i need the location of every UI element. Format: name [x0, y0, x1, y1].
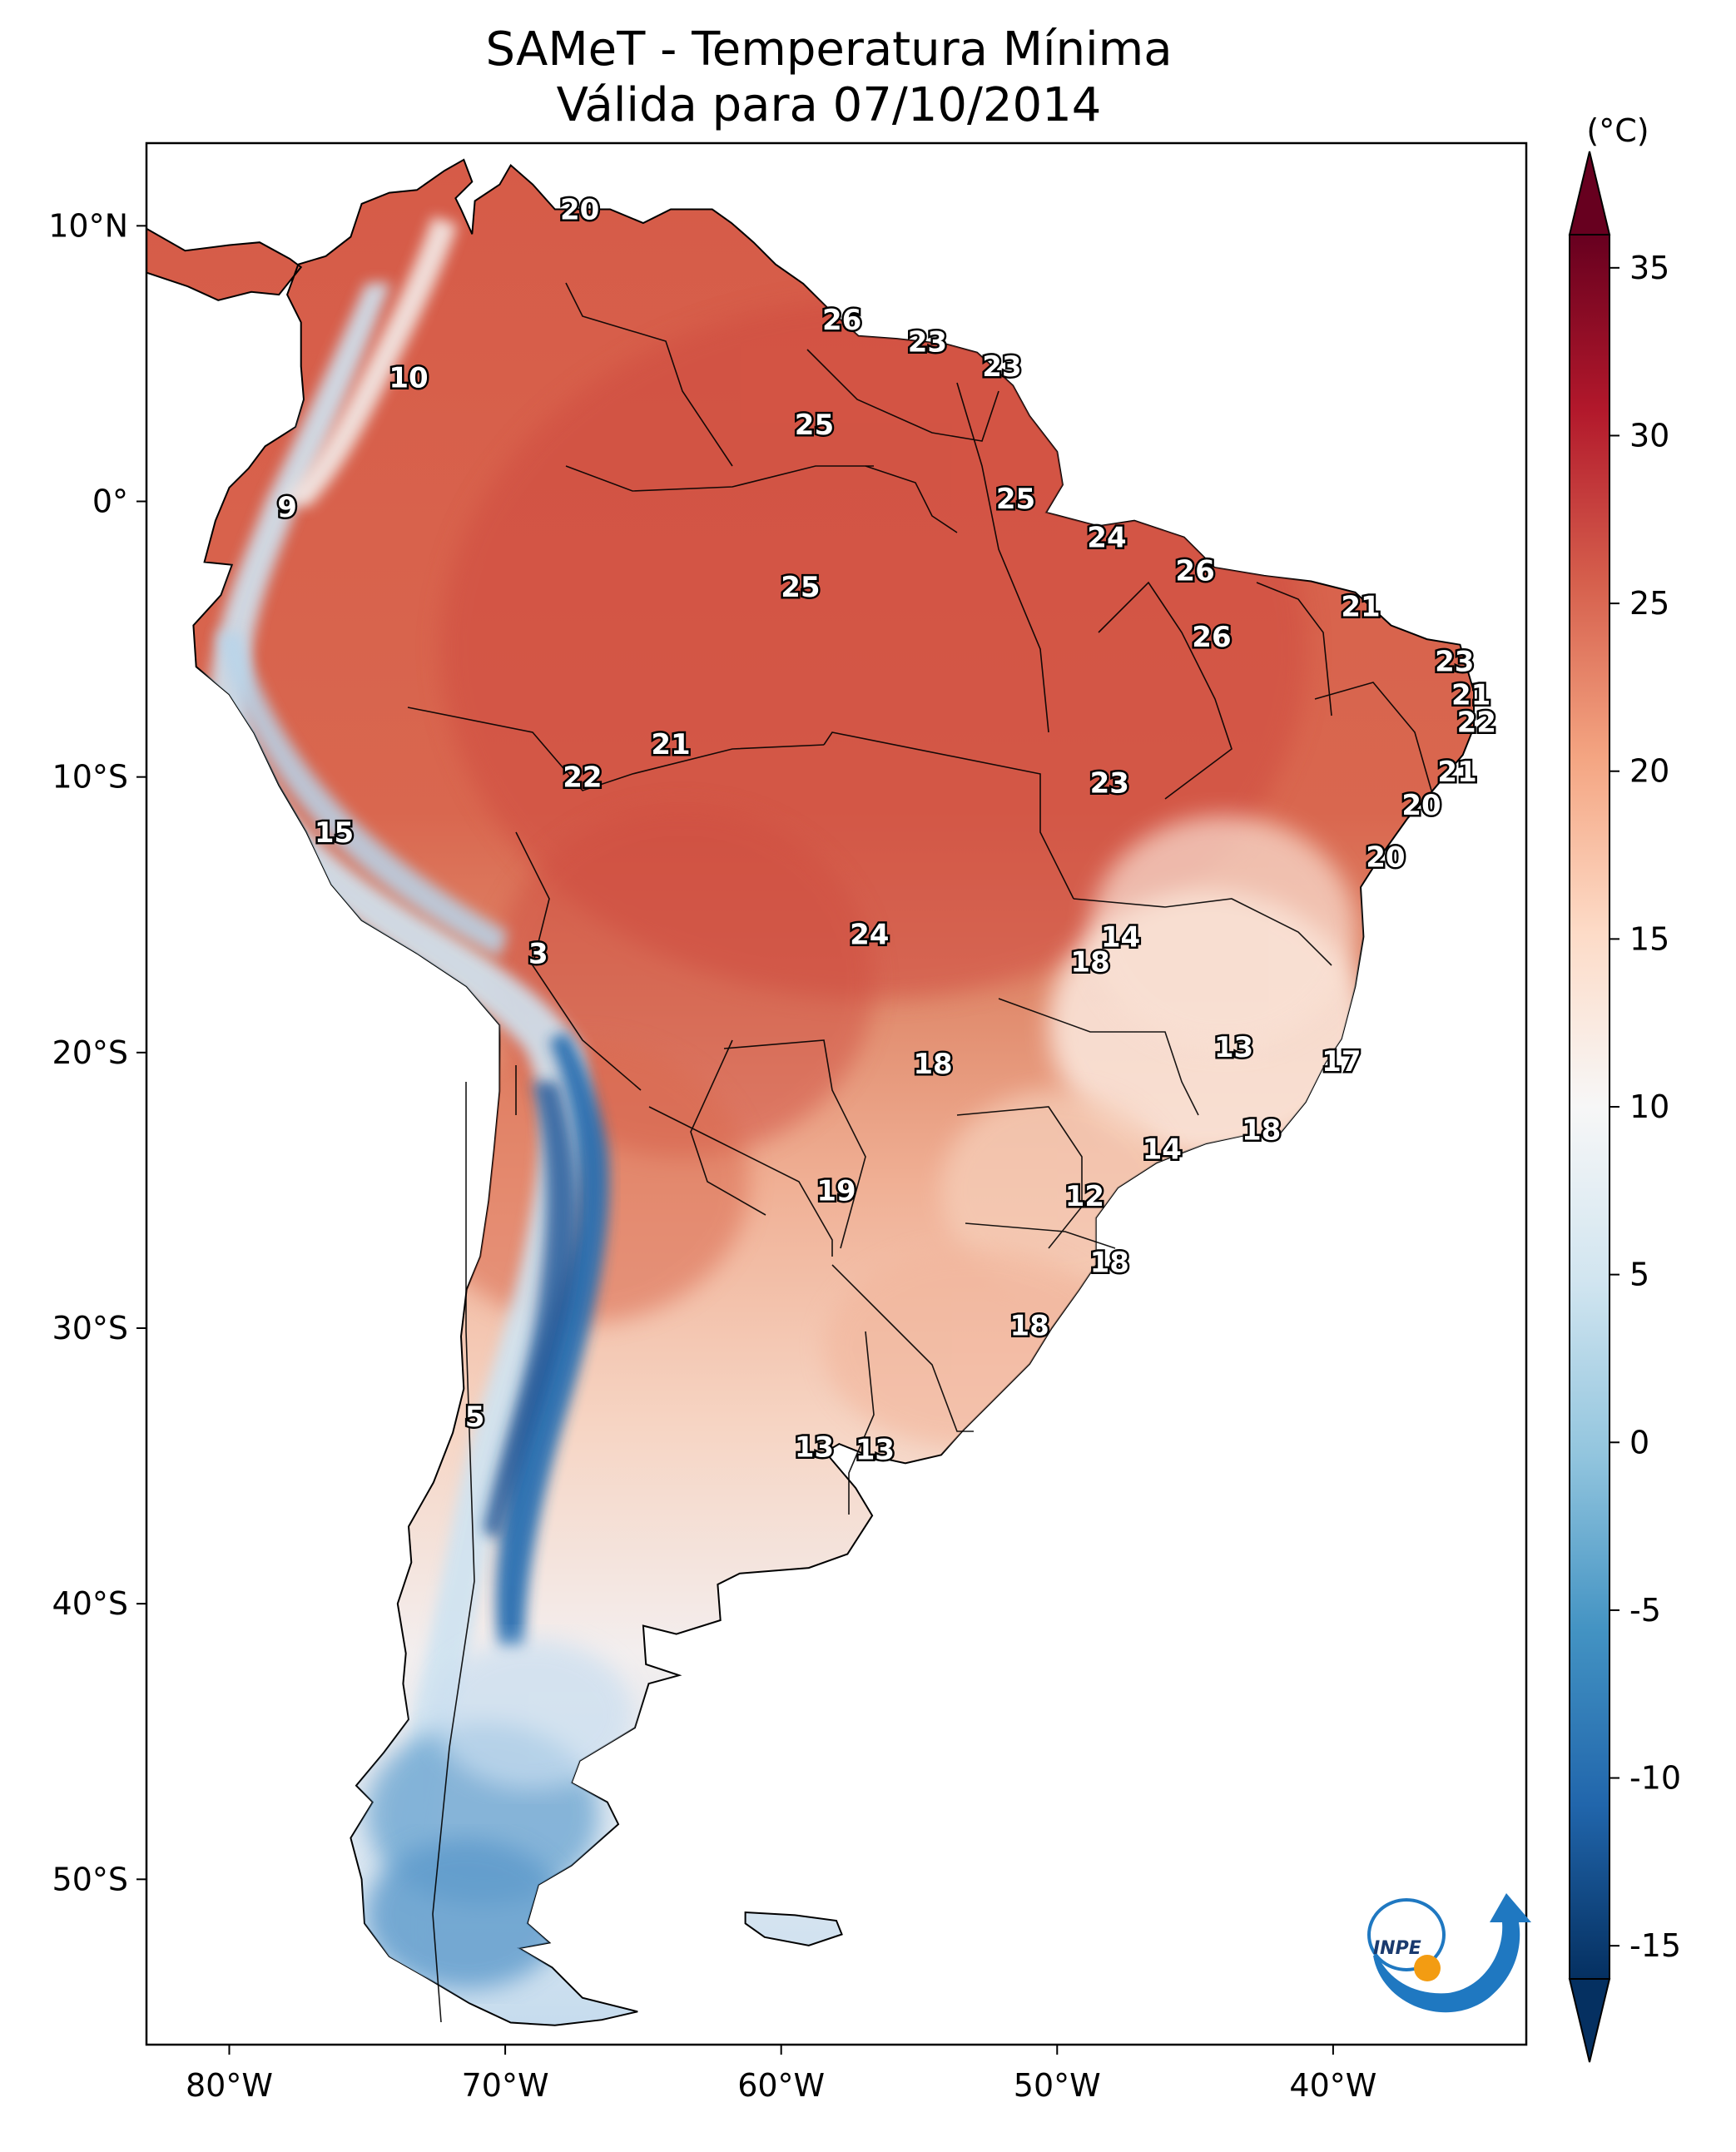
temperature-label: 26: [822, 304, 861, 337]
colorbar-bottom-arrow: [1568, 1978, 1611, 2063]
map-title-line1: SAMeT - Temperatura Mínima: [485, 22, 1172, 77]
temperature-label: 18: [1090, 1247, 1129, 1280]
map-title-line2: Válida para 07/10/2014: [557, 78, 1102, 132]
temperature-label: 14: [1143, 1133, 1182, 1167]
temperature-label: 21: [1451, 678, 1490, 712]
colorbar-top-arrow: [1568, 151, 1611, 236]
temperature-label: 13: [1214, 1031, 1253, 1064]
temperature-label: 18: [1009, 1310, 1049, 1343]
colorbar: (°C) 35 30 25 20 15 10 5 0 -5 -10 -15: [1568, 112, 1681, 2063]
colorbar-tick-label: -5: [1629, 1592, 1661, 1629]
temperature-label: 23: [1090, 766, 1129, 800]
temperature-label: 18: [1242, 1114, 1281, 1148]
colorbar-tick-label: 10: [1629, 1088, 1669, 1125]
lon-tick-label: 50°W: [1014, 2067, 1101, 2104]
temperature-label: 13: [795, 1431, 834, 1464]
temperature-label: 26: [1175, 554, 1214, 588]
temperature-label: 22: [563, 761, 602, 795]
colorbar-tick-label: 15: [1629, 920, 1669, 957]
temperature-label: 22: [1457, 706, 1496, 739]
colorbar-tick-label: 20: [1629, 753, 1669, 790]
lat-tick-label: 30°S: [52, 1310, 128, 1346]
temperature-label: 20: [560, 193, 599, 226]
temperature-label: 21: [1341, 590, 1380, 623]
temperature-label: 18: [913, 1048, 952, 1081]
logo-sun-icon: [1414, 1955, 1441, 1981]
temperature-label: 23: [908, 325, 947, 359]
lon-tick-label: 60°W: [737, 2067, 825, 2104]
logo-text: INPE: [1373, 1938, 1421, 1959]
temperature-label: 21: [651, 728, 690, 761]
colorbar-tick-label: 30: [1629, 417, 1669, 454]
country-borders: [407, 282, 1432, 2023]
temperature-label: 23: [982, 350, 1021, 384]
temperature-label: 20: [1401, 789, 1441, 822]
temperature-label: 15: [315, 816, 354, 850]
temperature-label: 10: [389, 361, 428, 394]
temperature-label: 25: [996, 483, 1035, 516]
temperature-label: 3: [528, 938, 548, 971]
colorbar-ticks: 35 30 25 20 15 10 5 0 -5 -10 -15: [1610, 250, 1681, 1964]
temperature-label: 21: [1437, 756, 1476, 789]
colorbar-tick-label: -10: [1629, 1760, 1681, 1797]
lon-tick-label: 40°W: [1289, 2067, 1376, 2104]
temperature-label: 14: [1101, 921, 1140, 955]
temperature-field: [208, 216, 1365, 2014]
lat-tick-label: 10°N: [48, 207, 128, 244]
temperature-label: 5: [465, 1401, 485, 1434]
colorbar-tick-label: -15: [1629, 1927, 1681, 1964]
map-axes: 80°W 70°W 60°W 50°W 40°W 10°N 0° 10°S 20°S 30°S 40…: [48, 207, 1376, 2104]
temperature-label: 12: [1065, 1180, 1104, 1213]
lat-tick-label: 10°S: [52, 759, 128, 796]
lat-tick-label: 20°S: [52, 1034, 128, 1071]
lat-tick-label: 40°S: [52, 1585, 128, 1622]
colorbar-gradient: [1569, 234, 1610, 1980]
lat-tick-label: 0°: [92, 483, 128, 520]
lat-tick-label: 50°S: [52, 1861, 128, 1897]
colorbar-unit-label: (°C): [1586, 112, 1649, 149]
temperature-label: 18: [1070, 946, 1109, 979]
inpe-logo: INPE: [1367, 1893, 1531, 2013]
lon-tick-label: 80°W: [186, 2067, 273, 2104]
temperature-label: 23: [1435, 646, 1474, 679]
temperature-label: 19: [816, 1174, 856, 1207]
temperature-label: 26: [1192, 621, 1231, 654]
temperature-label: 9: [277, 491, 297, 524]
colorbar-tick-label: 5: [1629, 1257, 1649, 1293]
lon-tick-label: 70°W: [462, 2067, 549, 2104]
colorbar-tick-label: 25: [1629, 585, 1669, 622]
temperature-label: 17: [1322, 1045, 1361, 1078]
colorbar-tick-label: 35: [1629, 250, 1669, 286]
temperature-label: 20: [1366, 841, 1405, 875]
map-panel: [145, 141, 1528, 2046]
colorbar-tick-label: 0: [1629, 1424, 1649, 1460]
temperature-label: 13: [856, 1434, 895, 1467]
logo-swoosh-icon: [1373, 1893, 1531, 2013]
temperature-label: 24: [1087, 522, 1126, 555]
temperature-label: 24: [850, 918, 889, 951]
temperature-label: 25: [781, 571, 820, 604]
temperature-label: 25: [795, 409, 834, 442]
